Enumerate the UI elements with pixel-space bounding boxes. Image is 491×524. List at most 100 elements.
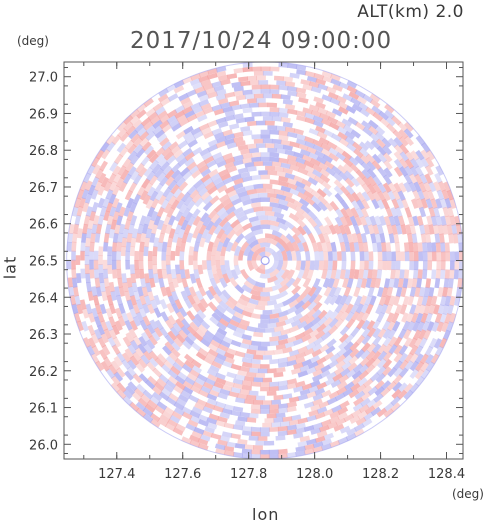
radar-cell	[300, 260, 306, 271]
radar-cell	[143, 327, 153, 339]
radar-cell	[224, 404, 235, 411]
radar-cell	[242, 175, 253, 183]
radar-cell	[390, 402, 401, 413]
radar-cell	[143, 246, 149, 257]
radar-cell	[434, 172, 443, 184]
radar-cell	[418, 181, 427, 193]
radar-cell	[87, 312, 96, 323]
radar-cell	[188, 394, 199, 403]
radar-cell	[423, 304, 431, 315]
radar-cell	[334, 145, 345, 155]
radar-cell	[344, 136, 356, 146]
radar-cell	[100, 360, 110, 372]
radar-cell	[232, 424, 243, 431]
radar-cell	[325, 241, 333, 252]
radar-cell	[251, 152, 262, 158]
radar-cell	[196, 90, 208, 98]
radar-cell	[413, 251, 419, 262]
radar-cell	[149, 277, 156, 288]
radar-cell	[411, 278, 418, 289]
radar-cell	[222, 336, 233, 345]
radar-cell	[174, 223, 182, 235]
radar-cell	[98, 273, 105, 284]
radar-cell	[143, 121, 154, 131]
radar-cell	[329, 310, 339, 321]
radar-cell	[242, 89, 253, 96]
radar-cell	[242, 66, 253, 73]
radar-cell	[242, 157, 253, 164]
radar-cell	[184, 298, 193, 309]
radar-cell	[173, 79, 185, 89]
radar-cell	[310, 379, 321, 388]
radar-cell	[334, 192, 344, 203]
radar-cell	[413, 181, 422, 193]
radar-cell	[399, 143, 409, 155]
radar-cell	[428, 224, 435, 235]
radar-cell	[322, 233, 331, 244]
radar-cell	[132, 303, 141, 314]
radar-cell	[265, 120, 275, 126]
radar-cell	[200, 103, 212, 111]
radar-cell	[226, 371, 237, 379]
radar-cell	[372, 319, 381, 331]
radar-cell	[292, 277, 302, 288]
radar-cell	[211, 255, 216, 266]
radar-cell	[327, 91, 339, 100]
radar-cell	[164, 406, 175, 416]
radar-cell	[197, 324, 208, 334]
radar-cell	[89, 268, 95, 279]
radar-cell	[409, 382, 420, 394]
radar-cell	[415, 149, 425, 161]
radar-cell	[235, 420, 246, 427]
radar-cell	[239, 389, 250, 395]
radar-cell	[386, 286, 394, 298]
radar-cell	[232, 378, 243, 385]
radar-cell	[372, 335, 382, 347]
radar-cell	[237, 322, 248, 331]
radar-cell	[320, 142, 331, 152]
radar-cell	[176, 199, 186, 210]
radar-cell	[379, 233, 386, 244]
radar-cell	[255, 327, 266, 333]
radar-cell	[130, 273, 137, 284]
radar-cell	[205, 289, 215, 301]
radar-cell	[146, 186, 156, 197]
radar-cell	[406, 312, 414, 324]
radar-cell	[378, 295, 387, 307]
radar-cell	[302, 241, 310, 252]
radar-cell	[75, 255, 81, 265]
radar-cell	[431, 251, 437, 262]
radar-cell	[214, 180, 226, 190]
radar-cell	[386, 123, 397, 134]
radar-cell	[251, 363, 261, 369]
radar-cell	[422, 269, 428, 280]
radar-cell	[331, 165, 342, 175]
radar-cell	[218, 168, 229, 177]
radar-cell	[156, 133, 168, 143]
radar-cell	[225, 269, 234, 280]
radar-cell	[138, 397, 149, 408]
radar-cell	[353, 286, 361, 298]
radar-cell	[255, 372, 266, 378]
radar-cell	[194, 197, 204, 208]
radar-cell	[348, 355, 359, 365]
radar-cell	[328, 147, 339, 157]
radar-cell	[150, 210, 159, 222]
radar-cell	[123, 121, 134, 132]
radar-cell	[434, 233, 441, 244]
radar-cell	[142, 407, 154, 417]
radar-cell	[382, 336, 392, 347]
radar-cell	[153, 307, 162, 318]
radar-cell	[177, 215, 186, 226]
radar-cell	[323, 251, 329, 261]
radar-cell	[179, 250, 185, 261]
radar-cell	[276, 193, 287, 201]
radar-cell	[116, 250, 122, 261]
radar-cell	[370, 278, 377, 289]
radar-cell	[183, 196, 194, 207]
radar-cell	[222, 176, 234, 185]
radar-cell	[383, 215, 392, 227]
radar-cell	[356, 191, 366, 202]
radar-cell	[350, 207, 359, 218]
radar-cell	[358, 404, 370, 414]
